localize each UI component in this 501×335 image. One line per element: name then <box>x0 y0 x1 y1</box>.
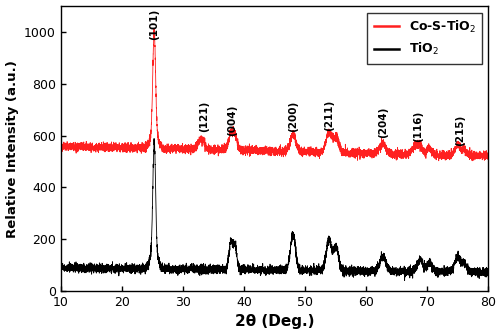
Text: (101): (101) <box>149 9 159 40</box>
Legend: Co-S-TiO$_2$, TiO$_2$: Co-S-TiO$_2$, TiO$_2$ <box>367 13 481 64</box>
Text: (116): (116) <box>412 111 422 142</box>
Text: (215): (215) <box>454 115 464 146</box>
Text: (204): (204) <box>378 107 388 138</box>
Text: (200): (200) <box>288 100 298 132</box>
Text: (121): (121) <box>199 100 209 132</box>
X-axis label: 2θ (Deg.): 2θ (Deg.) <box>234 315 314 329</box>
Text: (004): (004) <box>226 105 236 136</box>
Y-axis label: Relative Intensity (a.u.): Relative Intensity (a.u.) <box>6 60 19 238</box>
Text: (211): (211) <box>323 100 333 131</box>
